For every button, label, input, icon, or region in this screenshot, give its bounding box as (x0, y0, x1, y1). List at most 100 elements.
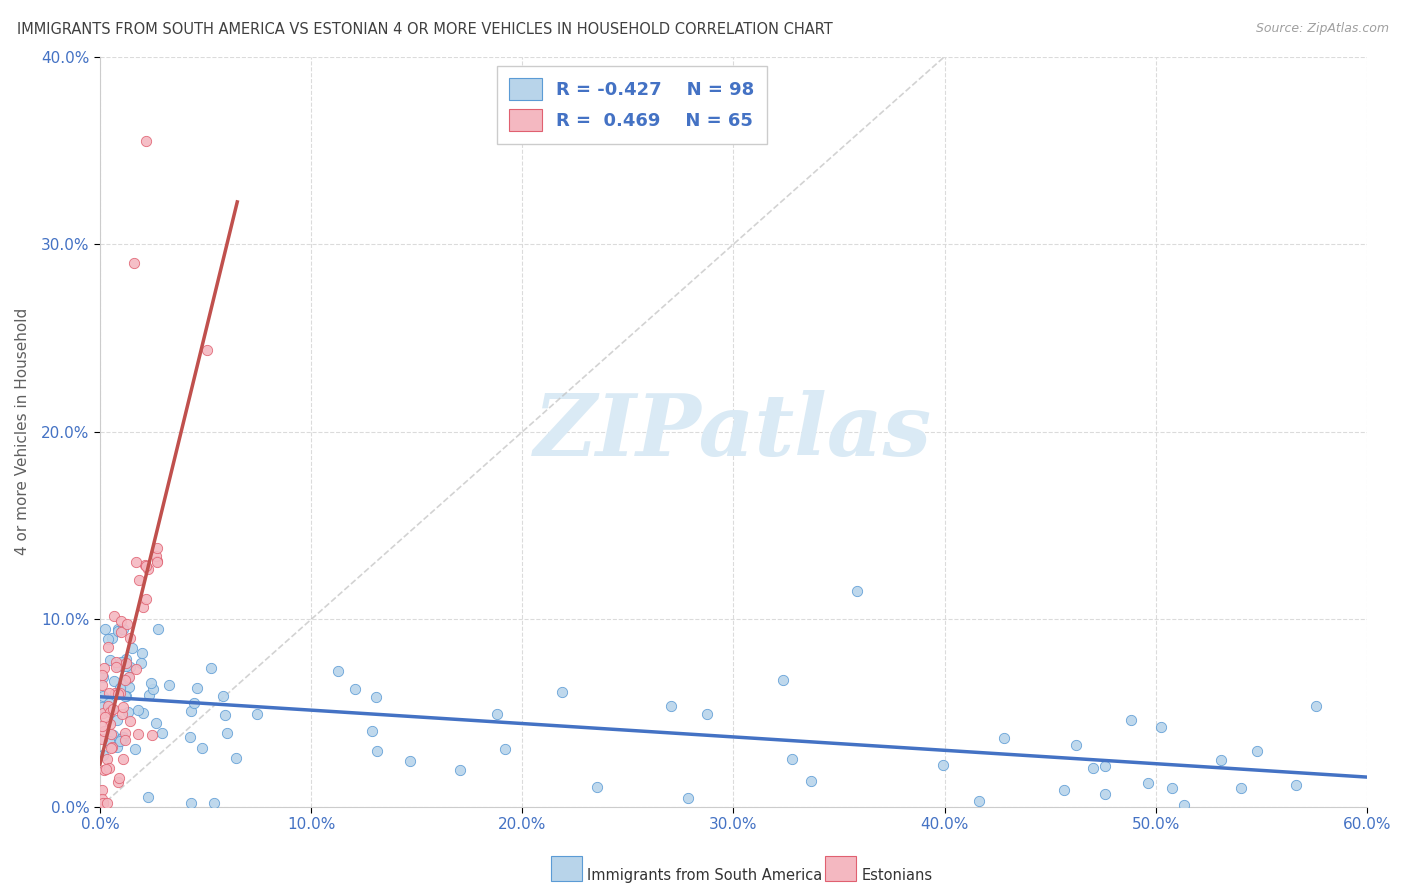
Point (122, 256, 145, 270)
Point (107, 774, 129, 789)
Point (141, 727, 163, 741)
Point (96, 752, 118, 766)
Point (124, 742, 146, 756)
Point (1064, 738, 1087, 752)
Point (128, 573, 150, 587)
Point (91, 670, 114, 684)
Text: Source: ZipAtlas.com: Source: ZipAtlas.com (1256, 22, 1389, 36)
Point (101, 631, 124, 645)
Point (1081, 761, 1104, 775)
Point (486, 706, 509, 721)
Point (115, 652, 138, 666)
Point (105, 713, 128, 727)
Point (135, 134, 157, 148)
Point (91, 699, 114, 714)
Point (98, 716, 121, 731)
Point (135, 592, 157, 607)
Point (800, 774, 823, 789)
Point (101, 728, 124, 742)
Point (142, 681, 165, 696)
Text: Estonians: Estonians (862, 869, 932, 883)
Point (93, 710, 115, 724)
Point (91, 678, 114, 692)
Point (146, 541, 169, 555)
Point (107, 624, 129, 638)
Point (115, 656, 138, 670)
Point (114, 673, 136, 687)
Point (145, 549, 167, 563)
Point (91, 796, 114, 810)
Point (91, 792, 114, 806)
Point (136, 562, 159, 576)
Point (104, 686, 127, 700)
Point (105, 739, 128, 754)
Point (846, 584, 869, 599)
Point (366, 743, 388, 757)
Point (117, 705, 139, 719)
Point (104, 660, 127, 674)
Point (449, 763, 471, 777)
Point (97, 632, 120, 647)
Point (1150, 720, 1173, 734)
Point (91, 719, 114, 733)
Point (117, 671, 139, 685)
Point (225, 751, 247, 765)
Point (118, 714, 141, 728)
Point (107, 687, 129, 701)
Point (183, 696, 205, 710)
Point (91, 690, 114, 704)
Point (98, 686, 121, 700)
Point (97, 696, 120, 710)
Point (398, 754, 420, 768)
Point (134, 558, 156, 572)
Point (114, 690, 136, 704)
Point (112, 699, 135, 714)
Point (132, 706, 155, 720)
Point (94, 622, 117, 636)
Point (967, 795, 990, 809)
Point (93, 661, 115, 675)
Point (97, 761, 120, 775)
Point (132, 600, 155, 615)
Text: Immigrants from South America: Immigrants from South America (588, 869, 823, 883)
Point (104, 655, 127, 669)
Point (1137, 776, 1160, 790)
Point (129, 656, 152, 670)
Point (121, 640, 143, 655)
Point (111, 677, 134, 691)
Point (157, 678, 180, 692)
Point (366, 690, 388, 705)
Point (118, 670, 141, 684)
Point (361, 724, 384, 739)
Point (326, 664, 349, 678)
Point (1173, 798, 1195, 813)
Point (202, 796, 225, 810)
Point (993, 731, 1015, 745)
Point (772, 673, 794, 687)
Point (91, 796, 114, 810)
Point (124, 662, 146, 676)
Point (107, 622, 129, 636)
Point (215, 726, 238, 740)
Point (111, 706, 134, 721)
Point (114, 726, 136, 740)
Point (212, 689, 235, 703)
Point (101, 740, 124, 755)
Point (107, 659, 129, 673)
Point (101, 701, 124, 715)
Point (246, 706, 269, 721)
Point (115, 689, 138, 703)
Point (100, 727, 122, 741)
Point (186, 681, 208, 695)
Point (141, 676, 163, 690)
Point (98, 734, 121, 748)
Point (108, 771, 131, 785)
Point (585, 780, 607, 795)
Point (112, 730, 135, 744)
Point (179, 730, 201, 744)
Point (138, 688, 160, 702)
Point (1209, 753, 1232, 767)
Point (1285, 778, 1308, 792)
Point (96, 762, 118, 776)
Point (1230, 780, 1253, 795)
